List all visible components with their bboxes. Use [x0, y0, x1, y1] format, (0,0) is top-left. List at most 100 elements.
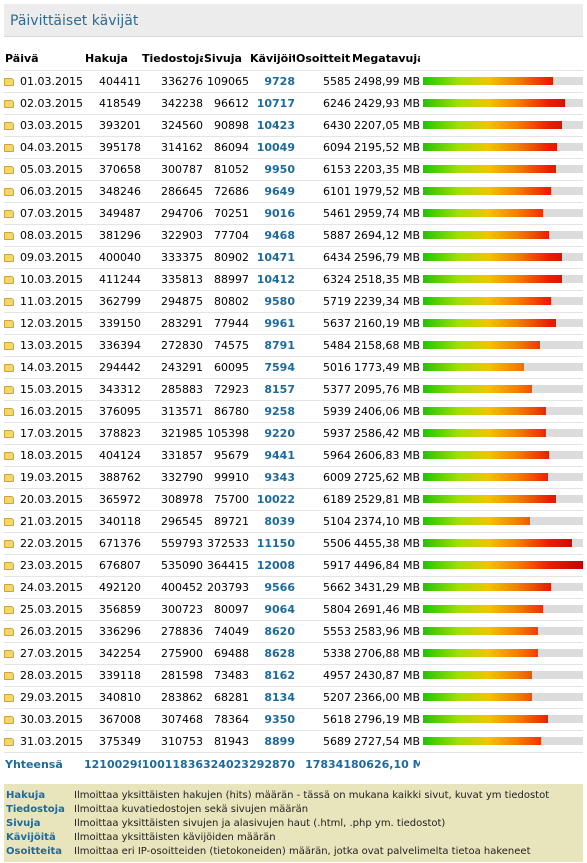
table-row: 01.03.2015 404411 336276 109065 9728 5585 2498… [4, 69, 583, 92]
hits-cell: 375349 [84, 729, 141, 752]
usage-bar-track [423, 143, 583, 151]
totals-label: Yhteensä [4, 751, 84, 777]
pages-cell: 72923 [203, 377, 249, 400]
table-row: 15.03.2015 343312 285883 72923 8157 5377 2095,… [4, 377, 583, 400]
sites-cell: 6009 [295, 465, 351, 488]
date-cell: 18.03.2015 [4, 443, 84, 466]
usage-bar-fill [423, 539, 572, 547]
usage-bar-track [423, 77, 583, 85]
files-cell: 342238 [141, 91, 203, 114]
sites-cell: 5939 [295, 399, 351, 422]
date-label: 31.03.2015 [20, 734, 83, 748]
col-header-kbytes: Megatavuja [352, 52, 420, 66]
usage-bar-cell [420, 223, 583, 246]
megabytes-cell: 1773,49 MB [351, 355, 420, 378]
usage-bar-cell [420, 179, 583, 202]
hits-cell: 671376 [84, 531, 141, 554]
megabytes-cell: 3431,29 MB [351, 575, 420, 598]
pages-cell: 72686 [203, 179, 249, 202]
pages-cell: 88997 [203, 267, 249, 290]
date-label: 15.03.2015 [20, 382, 83, 396]
usage-bar-track [423, 693, 583, 701]
date-label: 27.03.2015 [20, 646, 83, 660]
usage-bar-fill [423, 297, 551, 305]
usage-bar-fill [423, 165, 556, 173]
date-cell: 05.03.2015 [4, 157, 84, 180]
date-cell: 02.03.2015 [4, 91, 84, 114]
pages-cell: 203793 [203, 575, 249, 598]
date-cell: 01.03.2015 [4, 69, 84, 92]
date-cell: 17.03.2015 [4, 421, 84, 444]
usage-bar-cell [420, 135, 583, 158]
usage-bar-fill [423, 319, 556, 327]
files-cell: 535090 [141, 553, 203, 576]
totals-hits: 12100298 [84, 751, 141, 777]
date-cell: 30.03.2015 [4, 707, 84, 730]
date-cell: 29.03.2015 [4, 685, 84, 708]
usage-bar-cell [420, 311, 583, 334]
col-header-bar [420, 48, 583, 70]
megabytes-cell: 2691,46 MB [351, 597, 420, 620]
date-cell: 23.03.2015 [4, 553, 84, 576]
files-cell: 300723 [141, 597, 203, 620]
pages-cell: 69488 [203, 641, 249, 664]
usage-bar-cell [420, 597, 583, 620]
folder-icon [4, 583, 14, 592]
usage-bar-fill [423, 231, 549, 239]
sites-cell: 4957 [295, 663, 351, 686]
sites-cell: 5689 [295, 729, 351, 752]
sites-cell: 5662 [295, 575, 351, 598]
date-label: 07.03.2015 [20, 206, 83, 220]
date-cell: 22.03.2015 [4, 531, 84, 554]
megabytes-cell: 2207,05 MB [351, 113, 420, 136]
hits-cell: 356859 [84, 597, 141, 620]
date-label: 23.03.2015 [20, 558, 83, 572]
totals-row: Yhteensä 12100298 10011836 3240234 29287… [4, 751, 583, 777]
usage-bar-track [423, 385, 583, 393]
table-row: 02.03.2015 418549 342238 96612 10717 6246 2429… [4, 91, 583, 114]
usage-bar-fill [423, 627, 538, 635]
usage-bar-fill [423, 561, 583, 569]
megabytes-cell: 2727,54 MB [351, 729, 420, 752]
visits-cell: 9580 [249, 289, 295, 312]
usage-bar-fill [423, 121, 562, 129]
legend-term: Tiedostoja [6, 804, 65, 815]
usage-bar-track [423, 451, 583, 459]
usage-bar-cell [420, 69, 583, 92]
usage-bar-cell [420, 245, 583, 268]
legend-term: Sivuja [6, 818, 41, 829]
usage-bar-cell [420, 575, 583, 598]
pages-cell: 96612 [203, 91, 249, 114]
files-cell: 331857 [141, 443, 203, 466]
folder-icon [4, 77, 14, 86]
visits-cell: 9343 [249, 465, 295, 488]
totals-visits: 292870 [249, 751, 295, 777]
usage-bar-cell [420, 355, 583, 378]
visits-cell: 8134 [249, 685, 295, 708]
daily-visitors-table: Päivä Hakuja Tiedostoja Sivuja Kävijöitä… [4, 48, 583, 777]
hits-cell: 343312 [84, 377, 141, 400]
date-label: 18.03.2015 [20, 448, 83, 462]
sites-cell: 5637 [295, 311, 351, 334]
usage-bar-fill [423, 253, 562, 261]
sites-cell: 5937 [295, 421, 351, 444]
table-row: 05.03.2015 370658 300787 81052 9950 6153 2203,… [4, 157, 583, 180]
legend-box: Hakuja Ilmoittaa yksittäisten hakujen (hi… [4, 784, 583, 862]
folder-icon [4, 715, 14, 724]
date-cell: 11.03.2015 [4, 289, 84, 312]
date-label: 22.03.2015 [20, 536, 83, 550]
table-row: 07.03.2015 349487 294706 70251 9016 5461 2959,… [4, 201, 583, 224]
megabytes-cell: 2095,76 MB [351, 377, 420, 400]
legend-item: Osoitteita Ilmoittaa eri IP-osoitteiden (… [4, 845, 583, 859]
col-header-hits: Hakuja [85, 52, 128, 66]
date-cell: 03.03.2015 [4, 113, 84, 136]
files-cell: 283862 [141, 685, 203, 708]
files-cell: 296545 [141, 509, 203, 532]
sites-cell: 5719 [295, 289, 351, 312]
usage-bar-cell [420, 157, 583, 180]
megabytes-cell: 2959,74 MB [351, 201, 420, 224]
sites-cell: 5506 [295, 531, 351, 554]
visits-cell: 10471 [249, 245, 295, 268]
pages-cell: 99910 [203, 465, 249, 488]
visits-cell: 9258 [249, 399, 295, 422]
